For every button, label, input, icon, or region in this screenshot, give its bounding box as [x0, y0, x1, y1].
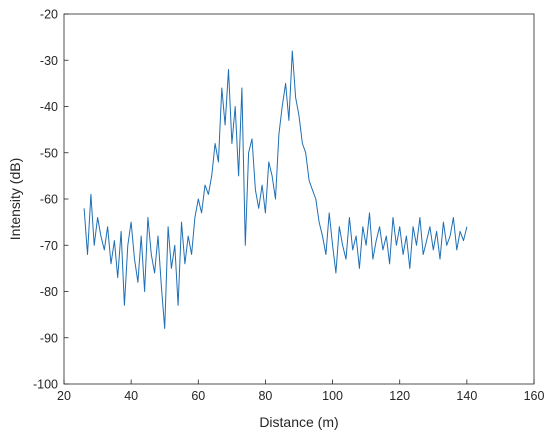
y-tick-label: -80 [40, 285, 58, 299]
x-axis-label: Distance (m) [259, 414, 338, 430]
x-tick-label: 80 [258, 389, 272, 403]
x-tick-label: 140 [456, 389, 477, 403]
plot-area-background [64, 14, 534, 384]
x-tick-label: 100 [322, 389, 343, 403]
x-axis-ticks: 20 40 60 80 100 120 140 160 [57, 379, 545, 403]
y-tick-label: -100 [33, 378, 58, 392]
y-tick-label: -50 [40, 146, 58, 160]
y-tick-label: -30 [40, 54, 58, 68]
series-layer [83, 50, 468, 329]
y-axis-ticks: -100 -90 -80 -70 -60 -50 -40 -30 -20 [33, 8, 69, 392]
y-tick-label: -90 [40, 331, 58, 345]
x-tick-label: 40 [124, 389, 138, 403]
series-line-0 [83, 50, 468, 329]
y-tick-label: -20 [40, 8, 58, 22]
x-tick-label: 120 [389, 389, 410, 403]
x-tick-label: 160 [524, 389, 545, 403]
y-tick-label: -70 [40, 239, 58, 253]
y-axis-label: Intensity (dB) [7, 158, 23, 240]
y-tick-label: -40 [40, 100, 58, 114]
y-tick-label: -60 [40, 193, 58, 207]
x-tick-label: 20 [57, 389, 71, 403]
x-tick-label: 60 [191, 389, 205, 403]
